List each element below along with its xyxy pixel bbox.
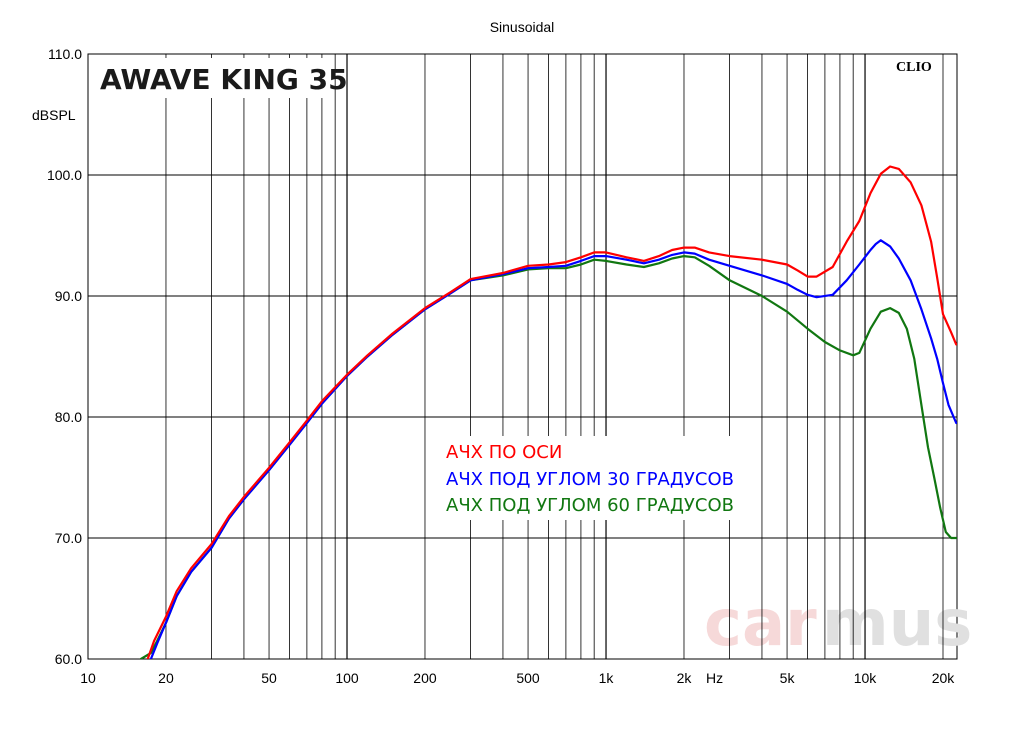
legend-background <box>442 436 752 520</box>
watermark-car: car <box>704 587 817 661</box>
x-tick-label: 20k <box>932 670 956 686</box>
y-tick-label: 110.0 <box>48 46 82 62</box>
x-tick-label: 2k <box>677 670 693 686</box>
x-tick-label: 500 <box>516 670 540 686</box>
brand-label-background <box>96 58 332 98</box>
x-tick-label: 1k <box>599 670 615 686</box>
software-label: CLIO <box>896 60 932 75</box>
x-tick-label: 10 <box>80 670 96 686</box>
y-tick-label: 70.0 <box>55 530 82 546</box>
legend: АЧХ ПО ОСИ АЧХ ПОД УГЛОМ 30 ГРАДУСОВ АЧХ… <box>442 436 752 520</box>
grid <box>88 54 957 659</box>
y-tick-label: 100.0 <box>47 167 82 183</box>
x-tick-label: 100 <box>335 670 359 686</box>
legend-item-30deg: АЧХ ПОД УГЛОМ 30 ГРАДУСОВ <box>446 469 734 490</box>
y-tick-label: 80.0 <box>55 409 82 425</box>
x-tick-label: 10k <box>854 670 878 686</box>
series-line <box>146 165 957 659</box>
y-tick-label: 90.0 <box>55 288 82 304</box>
chart-title: Sinusoidal <box>490 19 555 35</box>
series-line <box>149 239 957 659</box>
y-axis-label: dBSPL <box>32 107 76 123</box>
x-axis-label: Hz <box>706 670 723 686</box>
y-tick-label: 60.0 <box>55 651 82 667</box>
software-label-background <box>892 58 942 76</box>
y-axis-ticks: 60.0 70.0 80.0 90.0 100.0 110.0 <box>47 46 82 667</box>
curves <box>139 165 957 659</box>
legend-item-60deg: АЧХ ПОД УГЛОМ 60 ГРАДУСОВ <box>446 495 734 516</box>
x-tick-label: 5k <box>780 670 796 686</box>
x-tick-label: 200 <box>413 670 437 686</box>
watermark-mus: mus <box>822 587 972 661</box>
x-axis-ticks: 10 20 50 100 200 500 1k 2k 5k 10k 20k <box>80 670 955 686</box>
watermark: car mus <box>704 587 972 661</box>
plot-area <box>87 53 958 660</box>
x-tick-label: 50 <box>261 670 277 686</box>
legend-item-axis: АЧХ ПО ОСИ <box>446 442 562 463</box>
brand-label: AWAVE KING 35 <box>100 63 348 96</box>
x-tick-label: 20 <box>158 670 174 686</box>
